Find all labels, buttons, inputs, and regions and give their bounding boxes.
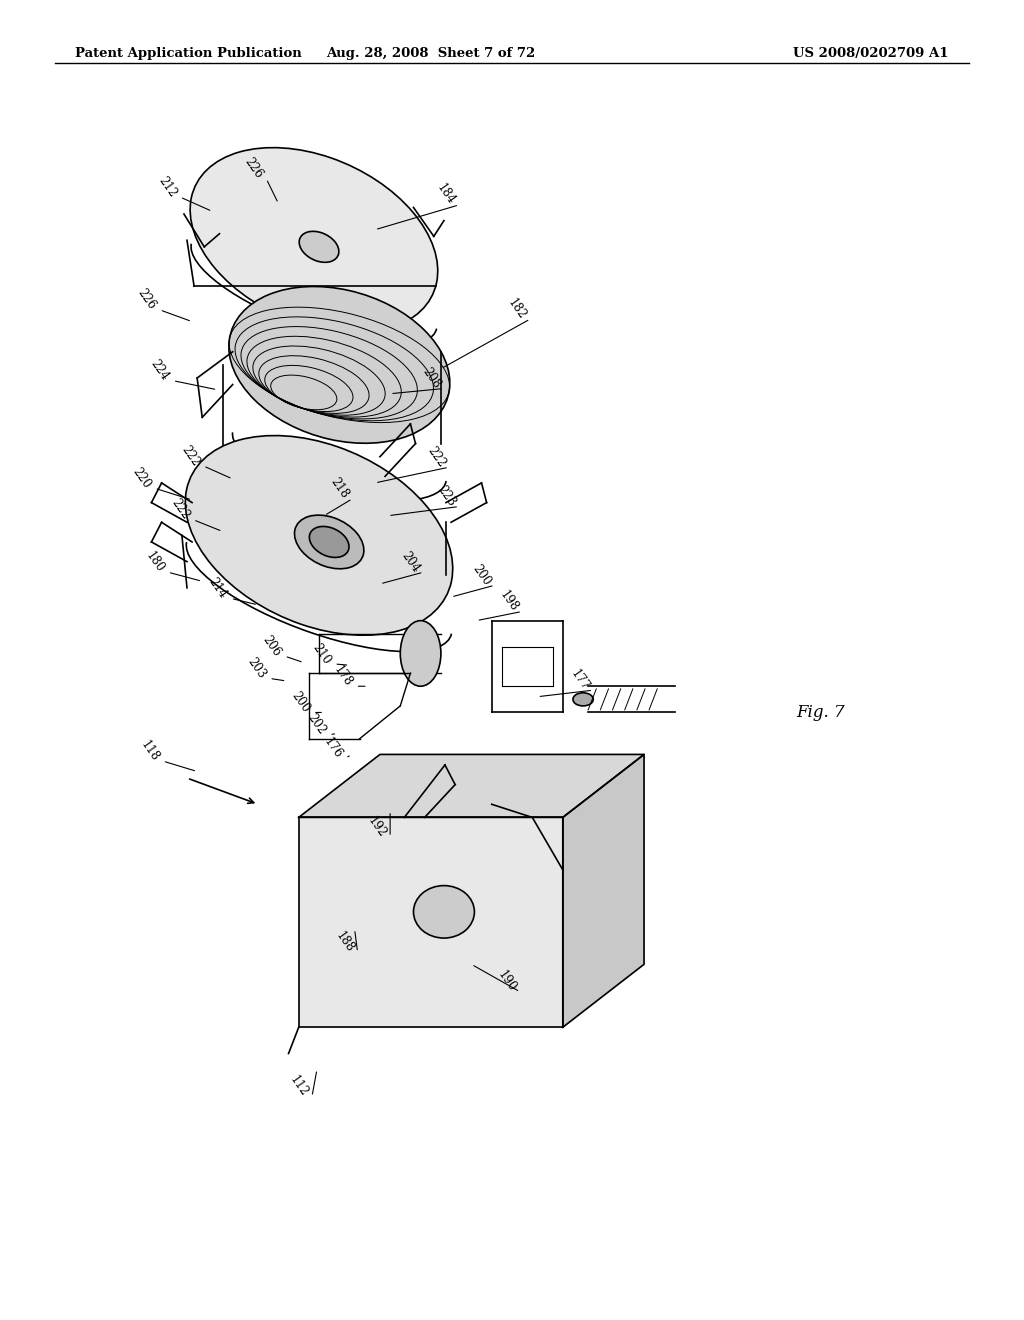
Text: 206: 206 bbox=[260, 632, 284, 659]
Text: Patent Application Publication: Patent Application Publication bbox=[75, 48, 302, 61]
Polygon shape bbox=[563, 755, 644, 1027]
Ellipse shape bbox=[573, 693, 593, 706]
Text: 208: 208 bbox=[419, 366, 442, 391]
Text: 112: 112 bbox=[288, 1073, 310, 1100]
Text: Fig. 7: Fig. 7 bbox=[797, 704, 845, 721]
Ellipse shape bbox=[299, 231, 339, 263]
Text: 178: 178 bbox=[331, 663, 354, 689]
Text: 204: 204 bbox=[399, 549, 423, 574]
Text: 200: 200 bbox=[470, 562, 494, 587]
Text: 226: 226 bbox=[135, 286, 159, 313]
Ellipse shape bbox=[400, 620, 441, 686]
Text: 214: 214 bbox=[206, 576, 229, 601]
Text: 222: 222 bbox=[178, 442, 202, 469]
Ellipse shape bbox=[228, 286, 450, 444]
Text: 180: 180 bbox=[143, 549, 167, 574]
Text: 202: 202 bbox=[304, 711, 328, 738]
Text: 223: 223 bbox=[434, 483, 458, 510]
Text: 200: 200 bbox=[288, 689, 311, 715]
Text: 188: 188 bbox=[333, 929, 356, 954]
Text: 226: 226 bbox=[242, 156, 265, 181]
Ellipse shape bbox=[414, 886, 474, 939]
Text: 198: 198 bbox=[498, 589, 521, 614]
Text: 218: 218 bbox=[328, 475, 351, 502]
Text: 222: 222 bbox=[424, 444, 447, 470]
Text: 182: 182 bbox=[506, 296, 529, 322]
Text: 118: 118 bbox=[138, 738, 162, 763]
Text: 192: 192 bbox=[366, 814, 389, 840]
Text: 220: 220 bbox=[130, 465, 154, 491]
Ellipse shape bbox=[309, 527, 349, 557]
Text: US 2008/0202709 A1: US 2008/0202709 A1 bbox=[794, 48, 949, 61]
Ellipse shape bbox=[185, 436, 453, 635]
Text: 184: 184 bbox=[434, 182, 458, 207]
Ellipse shape bbox=[190, 148, 438, 333]
Text: 177: 177 bbox=[568, 667, 592, 693]
Text: 222: 222 bbox=[169, 496, 191, 523]
Text: 210: 210 bbox=[309, 640, 333, 667]
Polygon shape bbox=[299, 755, 644, 817]
Text: 212: 212 bbox=[156, 174, 178, 199]
Text: 190: 190 bbox=[496, 969, 519, 994]
Text: 224: 224 bbox=[148, 358, 171, 383]
Ellipse shape bbox=[295, 515, 364, 569]
Polygon shape bbox=[299, 817, 563, 1027]
Text: 203: 203 bbox=[245, 655, 268, 681]
Text: 176: 176 bbox=[321, 735, 344, 762]
Text: Aug. 28, 2008  Sheet 7 of 72: Aug. 28, 2008 Sheet 7 of 72 bbox=[326, 48, 536, 61]
